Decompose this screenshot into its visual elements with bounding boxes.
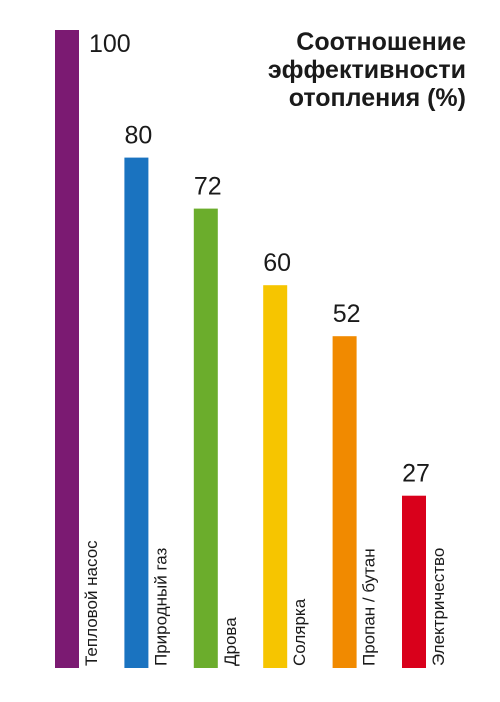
value-label-3: 72 [194, 173, 222, 201]
category-label-1: Тепловой насос [82, 540, 101, 666]
bar-5 [332, 336, 357, 668]
bar-4 [263, 285, 288, 668]
value-label-1: 100 [89, 30, 131, 58]
category-labels-group: Тепловой насос Природный газ Дрова Солярка П… [82, 540, 448, 666]
bar-1 [55, 30, 79, 668]
category-label-5: Пропан / бутан [360, 548, 379, 666]
category-label-2: Природный газ [151, 547, 170, 666]
bars-group [55, 30, 426, 668]
category-label-4: Солярка [290, 598, 309, 666]
chart-title: Соотношение эффективности отопления (%) [267, 28, 466, 112]
value-label-4: 60 [263, 249, 291, 277]
category-label-3: Дрова [221, 617, 240, 666]
value-label-5: 52 [333, 300, 361, 328]
category-label-6: Электричество [429, 548, 448, 666]
value-label-2: 80 [124, 122, 152, 150]
value-labels-group: 100 80 72 60 52 27 [89, 30, 430, 488]
value-label-6: 27 [402, 460, 430, 488]
bar-6 [402, 495, 426, 668]
bar-2 [124, 157, 149, 668]
bar-3 [193, 208, 218, 668]
